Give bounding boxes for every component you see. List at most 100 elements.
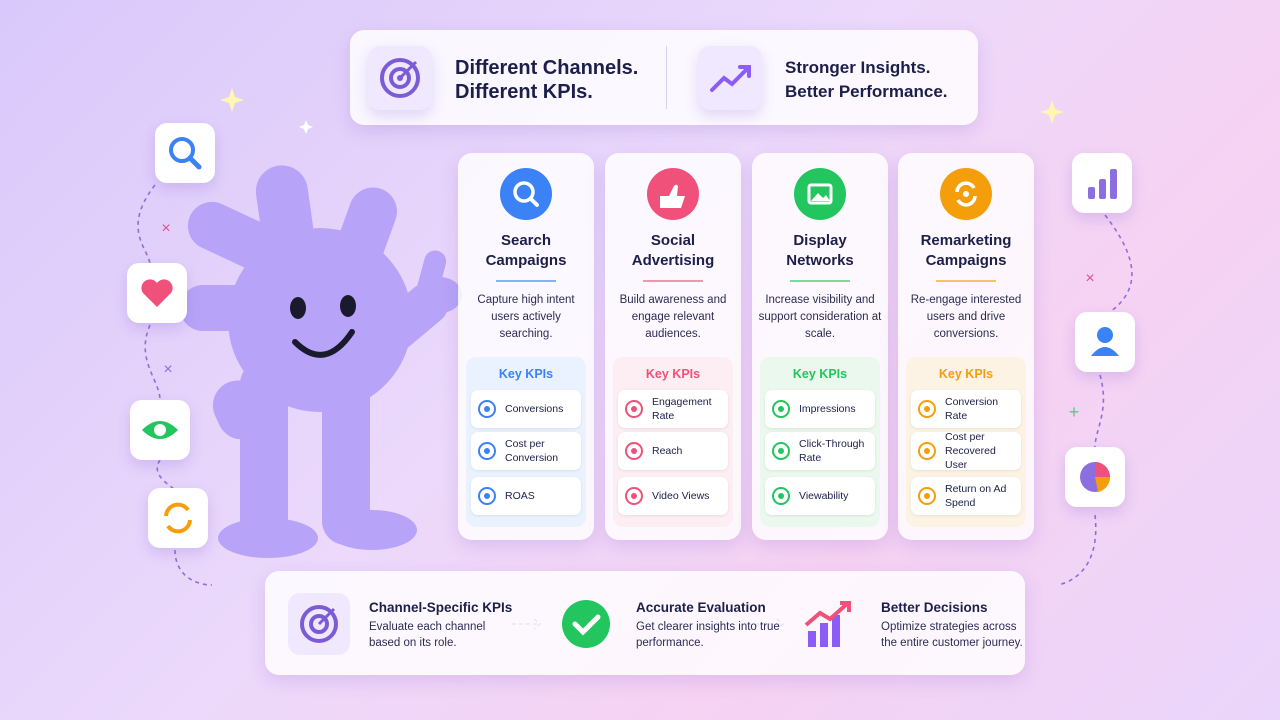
- channel-icon: [647, 168, 699, 220]
- kpi-heading: Key KPIs: [645, 367, 701, 381]
- kpi-icon: [771, 399, 791, 424]
- bars-tile: [1072, 153, 1132, 213]
- header-line: Different KPIs.: [455, 81, 593, 103]
- kpi-item: Reach: [618, 432, 728, 470]
- step-description: Evaluate each channel based on its role.: [369, 621, 486, 649]
- kpi-item: Video Views: [618, 477, 728, 515]
- kpi-icon: [917, 441, 937, 466]
- channel-title: Display: [793, 232, 847, 249]
- step-title: Channel-Specific KPIs: [369, 600, 513, 615]
- title-underline: [496, 280, 556, 282]
- channel-icon: [500, 168, 552, 220]
- kpi-item: Conversion Rate: [911, 390, 1021, 428]
- target-icon: [368, 46, 432, 110]
- channel-icon: [794, 168, 846, 220]
- channel-title: Campaigns: [485, 252, 567, 269]
- pie-tile: [1065, 447, 1125, 507]
- channel-title: Networks: [786, 252, 854, 269]
- channel-title: Advertising: [631, 252, 715, 269]
- channel-title: Social: [650, 232, 696, 249]
- kpi-item: Impressions: [765, 390, 875, 428]
- channel-description: Capture high intent users actively searc…: [477, 294, 575, 340]
- channel-card: Remarketing Campaigns Re-engage interested…: [898, 153, 1034, 540]
- kpi-box: Key KPIs Engagement Rate Reach Video Views: [613, 357, 733, 527]
- kpi-label: Cost per Conversion: [505, 438, 559, 464]
- kpi-icon: [771, 486, 791, 511]
- step-icon: [288, 593, 350, 660]
- kpi-label: Impressions: [799, 403, 856, 415]
- header-line: Better Performance.: [785, 82, 948, 101]
- kpi-label: Click-Through Rate: [799, 438, 865, 464]
- kpi-label: ROAS: [505, 490, 535, 502]
- kpi-item: Return on Ad Spend: [911, 477, 1021, 515]
- refresh-tile: [148, 488, 208, 548]
- kpi-icon: [477, 399, 497, 424]
- channel-icon: [940, 168, 992, 220]
- channel-title: Search: [500, 232, 552, 249]
- trend-icon: [698, 46, 762, 110]
- kpi-icon: [624, 486, 644, 511]
- footer-card: Channel-Specific KPIs Evaluate each chann…: [265, 571, 1025, 675]
- kpi-label: Engagement Rate: [652, 396, 712, 422]
- channel-description: Increase visibility and support consider…: [758, 294, 882, 340]
- search-tile: [155, 123, 215, 183]
- kpi-icon: [624, 399, 644, 424]
- step-description: Optimize strategies across the entire cu…: [881, 621, 1023, 649]
- channel-title: Campaigns: [925, 252, 1007, 269]
- kpi-item: Conversions: [471, 390, 581, 428]
- header-right-text: Stronger Insights. Better Performance.: [785, 56, 948, 104]
- kpi-heading: Key KPIs: [498, 367, 554, 381]
- kpi-label: Cost per Recovered User: [945, 431, 996, 471]
- kpi-icon: [917, 399, 937, 424]
- channel-card: Display Networks Increase visibility and s…: [752, 153, 888, 540]
- kpi-icon: [624, 441, 644, 466]
- kpi-item: Click-Through Rate: [765, 432, 875, 470]
- kpi-item: Engagement Rate: [618, 390, 728, 428]
- svg-text:×: ×: [161, 220, 170, 237]
- kpi-label: Return on Ad Spend: [945, 483, 1007, 509]
- title-underline: [936, 280, 996, 282]
- kpi-box: Key KPIs Conversion Rate Cost per Recovere…: [906, 357, 1026, 527]
- kpi-item: ROAS: [471, 477, 581, 515]
- step-icon: [800, 593, 862, 660]
- kpi-label: Conversion Rate: [945, 396, 999, 422]
- kpi-label: Conversions: [505, 403, 564, 415]
- kpi-item: Cost per Recovered User: [911, 431, 1021, 471]
- title-underline: [790, 280, 850, 282]
- kpi-label: Viewability: [799, 490, 849, 502]
- channel-title: Remarketing: [920, 232, 1012, 249]
- header-line: Stronger Insights.: [785, 58, 931, 77]
- header-card: Different Channels. Different KPIs. Stro…: [350, 30, 978, 125]
- step-title: Accurate Evaluation: [636, 600, 766, 615]
- kpi-box: Key KPIs Impressions Click-Through Rate Vie…: [760, 357, 880, 527]
- eye-tile: [130, 400, 190, 460]
- step-title: Better Decisions: [881, 600, 988, 615]
- kpi-label: Reach: [652, 445, 683, 457]
- kpi-item: Cost per Conversion: [471, 432, 581, 470]
- kpi-item: Viewability: [765, 477, 875, 515]
- kpi-icon: [477, 441, 497, 466]
- header-left-text: Different Channels. Different KPIs.: [455, 56, 638, 104]
- kpi-heading: Key KPIs: [938, 367, 994, 381]
- step-icon: [555, 593, 617, 660]
- kpi-icon: [477, 486, 497, 511]
- channel-description: Re-engage interested users and drive con…: [910, 294, 1022, 340]
- user-tile: [1075, 312, 1135, 372]
- kpi-label: Video Views: [652, 490, 710, 502]
- header-line: Different Channels.: [455, 57, 639, 79]
- channel-description: Build awareness and engage relevant audi…: [619, 294, 727, 340]
- svg-text:×: ×: [163, 361, 172, 378]
- kpi-icon: [771, 441, 791, 466]
- channel-card: Social Advertising Build awareness and eng…: [605, 153, 741, 540]
- step-description: Get clearer insights into true performan…: [636, 621, 780, 649]
- svg-text:+: +: [1069, 402, 1080, 422]
- kpi-heading: Key KPIs: [792, 367, 848, 381]
- kpi-box: Key KPIs Conversions Cost per Conversion RO…: [466, 357, 586, 527]
- heart-tile: [127, 263, 187, 323]
- channel-card: Search Campaigns Capture high intent users…: [458, 153, 594, 540]
- kpi-icon: [917, 486, 937, 511]
- title-underline: [643, 280, 703, 282]
- svg-text:×: ×: [1085, 270, 1094, 287]
